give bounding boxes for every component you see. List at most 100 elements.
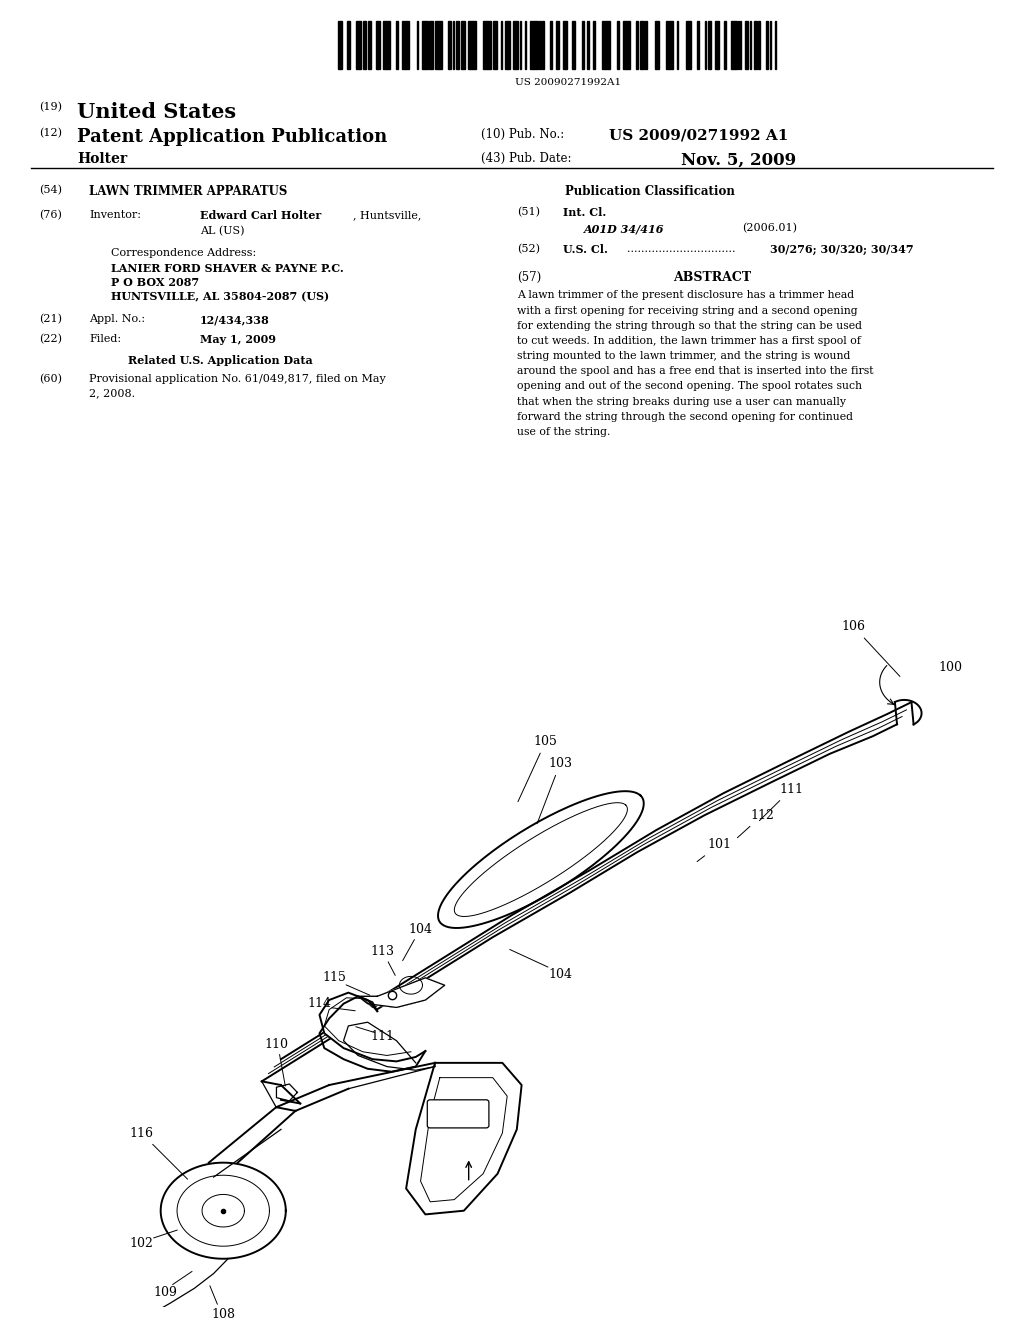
- Text: to cut weeds. In addition, the lawn trimmer has a first spool of: to cut weeds. In addition, the lawn trim…: [517, 335, 861, 346]
- Bar: [550, 21, 552, 69]
- Bar: [401, 21, 409, 69]
- Text: with a first opening for receiving string and a second opening: with a first opening for receiving strin…: [517, 305, 858, 315]
- Text: 104: 104: [548, 968, 572, 981]
- Text: (22): (22): [39, 334, 61, 345]
- Text: US 20090271992A1: US 20090271992A1: [515, 78, 622, 87]
- Text: (51): (51): [517, 207, 540, 218]
- Bar: [593, 21, 595, 69]
- Bar: [513, 21, 518, 69]
- Text: May 1, 2009: May 1, 2009: [200, 334, 275, 345]
- Bar: [434, 21, 442, 69]
- Bar: [457, 21, 459, 69]
- Text: 108: 108: [211, 1308, 236, 1320]
- Polygon shape: [407, 1063, 521, 1214]
- Bar: [666, 21, 674, 69]
- Bar: [623, 21, 631, 69]
- Bar: [555, 21, 559, 69]
- Bar: [505, 21, 510, 69]
- Text: United States: United States: [77, 102, 236, 121]
- Text: ...............................: ...............................: [627, 244, 735, 255]
- Text: A01D 34/416: A01D 34/416: [584, 223, 665, 234]
- Bar: [447, 21, 452, 69]
- Bar: [636, 21, 638, 69]
- Bar: [751, 21, 752, 69]
- Bar: [461, 21, 465, 69]
- FancyBboxPatch shape: [427, 1100, 488, 1127]
- Bar: [396, 21, 398, 69]
- Bar: [708, 21, 712, 69]
- Bar: [563, 21, 566, 69]
- Text: 104: 104: [409, 923, 432, 936]
- Text: 112: 112: [737, 809, 774, 838]
- Bar: [369, 21, 371, 69]
- Text: (60): (60): [39, 374, 61, 384]
- Bar: [338, 21, 342, 69]
- Text: Filed:: Filed:: [89, 334, 121, 345]
- Text: LANIER FORD SHAVER & PAYNE P.C.: LANIER FORD SHAVER & PAYNE P.C.: [111, 263, 343, 273]
- Text: 105: 105: [518, 735, 558, 801]
- Text: forward the string through the second opening for continued: forward the string through the second op…: [517, 412, 853, 422]
- Text: Inventor:: Inventor:: [89, 210, 141, 220]
- Text: 113: 113: [370, 945, 394, 958]
- Bar: [364, 21, 366, 69]
- Bar: [654, 21, 658, 69]
- Bar: [640, 21, 643, 69]
- Text: string mounted to the lawn trimmer, and the string is wound: string mounted to the lawn trimmer, and …: [517, 351, 851, 362]
- Text: 103: 103: [537, 756, 572, 824]
- Bar: [645, 21, 647, 69]
- Text: 2, 2008.: 2, 2008.: [89, 388, 135, 399]
- Bar: [766, 21, 768, 69]
- Bar: [543, 21, 545, 69]
- Bar: [617, 21, 620, 69]
- Text: , Huntsville,: , Huntsville,: [353, 210, 422, 220]
- Text: 109: 109: [154, 1286, 177, 1299]
- Text: AL (US): AL (US): [200, 226, 244, 236]
- Bar: [501, 21, 502, 69]
- Bar: [754, 21, 757, 69]
- Text: Correspondence Address:: Correspondence Address:: [111, 248, 256, 259]
- Text: Publication Classification: Publication Classification: [565, 185, 735, 198]
- Text: 102: 102: [129, 1237, 154, 1250]
- Text: ABSTRACT: ABSTRACT: [673, 271, 751, 284]
- Text: 100: 100: [938, 661, 962, 675]
- Bar: [740, 21, 741, 69]
- Bar: [429, 21, 433, 69]
- Text: Edward Carl Holter: Edward Carl Holter: [200, 210, 321, 220]
- Text: opening and out of the second opening. The spool rotates such: opening and out of the second opening. T…: [517, 381, 862, 392]
- Text: (2006.01): (2006.01): [742, 223, 798, 234]
- Text: (52): (52): [517, 244, 540, 255]
- Bar: [453, 21, 454, 69]
- Text: (76): (76): [39, 210, 61, 220]
- Bar: [583, 21, 584, 69]
- Bar: [745, 21, 748, 69]
- Bar: [540, 21, 542, 69]
- Text: 111: 111: [370, 1031, 394, 1044]
- Text: 110: 110: [264, 1038, 288, 1051]
- Polygon shape: [358, 978, 444, 1007]
- Bar: [731, 21, 737, 69]
- Text: LAWN TRIMMER APPARATUS: LAWN TRIMMER APPARATUS: [89, 185, 288, 198]
- Text: P O BOX 2087: P O BOX 2087: [111, 277, 199, 288]
- Bar: [677, 21, 678, 69]
- Text: US 2009/0271992 A1: US 2009/0271992 A1: [609, 128, 788, 143]
- Bar: [774, 21, 776, 69]
- Bar: [377, 21, 380, 69]
- Bar: [738, 21, 739, 69]
- Bar: [715, 21, 719, 69]
- Text: (19): (19): [39, 102, 61, 112]
- Text: (21): (21): [39, 314, 61, 325]
- Text: Related U.S. Application Data: Related U.S. Application Data: [128, 355, 312, 366]
- Text: 12/434,338: 12/434,338: [200, 314, 269, 325]
- Bar: [483, 21, 490, 69]
- Text: around the spool and has a free end that is inserted into the first: around the spool and has a free end that…: [517, 366, 873, 376]
- Text: HUNTSVILLE, AL 35804-2087 (US): HUNTSVILLE, AL 35804-2087 (US): [111, 292, 329, 302]
- Text: 111: 111: [760, 783, 803, 821]
- Text: (54): (54): [39, 185, 61, 195]
- Bar: [422, 21, 428, 69]
- Bar: [519, 21, 521, 69]
- Text: Int. Cl.: Int. Cl.: [563, 207, 606, 218]
- Text: (10) Pub. No.:: (10) Pub. No.:: [481, 128, 564, 141]
- Text: for extending the string through so that the string can be used: for extending the string through so that…: [517, 321, 862, 331]
- Text: 115: 115: [322, 972, 346, 985]
- Text: 106: 106: [842, 620, 900, 676]
